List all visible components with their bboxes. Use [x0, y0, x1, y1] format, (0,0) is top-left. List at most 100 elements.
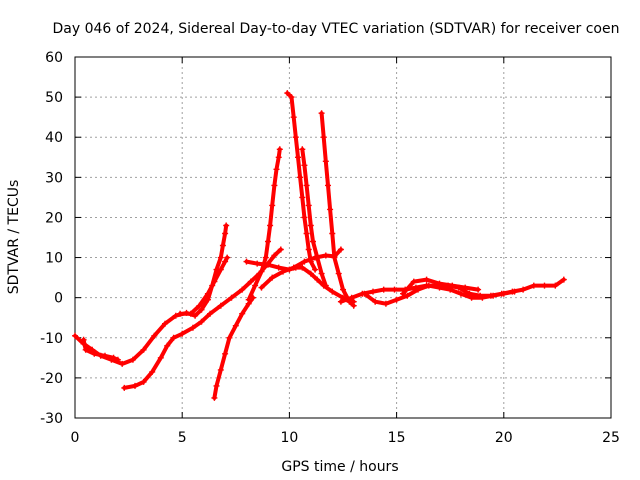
- data-point-marker: [243, 258, 250, 265]
- data-point-marker: [425, 282, 432, 289]
- data-point-marker: [224, 254, 231, 261]
- data-point-marker: [162, 320, 168, 327]
- data-point-marker: [391, 286, 398, 293]
- data-point-marker: [331, 254, 338, 261]
- data-point-marker: [284, 90, 291, 97]
- data-point-marker: [322, 158, 329, 165]
- data-point-marker: [187, 310, 194, 317]
- data-point-marker: [295, 154, 301, 161]
- data-point-marker: [198, 318, 205, 325]
- data-point-marker: [380, 286, 387, 293]
- chart-title: Day 046 of 2024, Sidereal Day-to-day VTE…: [53, 21, 620, 37]
- data-point-marker: [552, 282, 559, 289]
- data-point-marker: [350, 298, 357, 305]
- y-tick-label: 10: [45, 251, 63, 267]
- data-point-marker: [232, 322, 239, 329]
- data-point-marker: [157, 354, 164, 361]
- data-point-marker: [305, 202, 312, 209]
- y-tick-label: 60: [45, 50, 63, 66]
- series-arc-11: [318, 110, 357, 305]
- data-point-marker: [372, 298, 379, 305]
- data-point-marker: [228, 294, 235, 301]
- y-tick-label: -20: [40, 371, 63, 387]
- data-point-marker: [307, 222, 314, 229]
- data-point-marker: [457, 290, 464, 297]
- axis-ticks: 0 5 10 15 20 25 -30 -20 -10 0 10 20 30 40 50 60: [40, 50, 620, 446]
- data-point-marker: [297, 174, 304, 181]
- series-arc-14: [400, 276, 482, 297]
- data-point-marker: [520, 286, 527, 293]
- data-point-marker: [475, 286, 482, 293]
- data-point-marker: [80, 336, 87, 343]
- data-point-marker: [301, 258, 308, 265]
- data-point-marker: [217, 366, 224, 373]
- data-point-marker: [177, 310, 184, 317]
- data-point-marker: [329, 230, 336, 237]
- data-point-marker: [322, 252, 329, 259]
- data-point-marker: [301, 214, 308, 221]
- data-point-marker: [102, 352, 108, 359]
- y-tick-label: 50: [45, 90, 63, 106]
- data-point-marker: [361, 290, 368, 297]
- data-point-marker: [258, 284, 265, 291]
- data-point-marker: [222, 230, 229, 237]
- data-point-marker: [119, 360, 126, 367]
- data-point-marker: [305, 246, 312, 253]
- data-point-marker: [303, 230, 310, 237]
- data-point-marker: [530, 282, 537, 289]
- data-point-marker: [239, 286, 246, 293]
- data-point-marker: [415, 286, 421, 293]
- data-point-marker: [340, 286, 346, 293]
- data-point-marker: [275, 154, 282, 161]
- data-point-marker: [172, 312, 179, 319]
- data-point-marker: [310, 238, 316, 245]
- data-point-marker: [400, 290, 406, 297]
- y-tick-label: 30: [45, 170, 63, 186]
- data-point-marker: [277, 246, 284, 253]
- data-point-marker: [479, 294, 486, 301]
- data-point-marker: [288, 94, 295, 101]
- plot-frame: [74, 56, 612, 419]
- data-point-marker: [140, 346, 147, 353]
- data-point-marker: [265, 238, 271, 245]
- data-point-marker: [290, 114, 297, 121]
- data-point-marker: [164, 342, 171, 349]
- data-point-marker: [213, 382, 220, 389]
- data-point-marker: [447, 286, 454, 293]
- series-path: [73, 223, 229, 366]
- data-point-marker: [149, 368, 156, 375]
- data-point-marker: [320, 134, 327, 141]
- data-point-marker: [436, 280, 443, 287]
- data-point-marker: [196, 302, 203, 309]
- y-tick-label: 40: [45, 130, 63, 146]
- data-point-marker: [223, 222, 230, 229]
- x-tick-label: 0: [71, 430, 80, 446]
- data-point-marker: [541, 282, 548, 289]
- data-point-marker: [299, 146, 306, 153]
- data-point-marker: [198, 306, 205, 313]
- data-point-marker: [314, 276, 321, 283]
- y-axis-title: SDTVAR / TECUs: [6, 180, 22, 295]
- data-point-marker: [222, 350, 229, 357]
- data-point-marker: [129, 356, 136, 363]
- data-point-marker: [301, 162, 308, 169]
- series-arc-3: [121, 246, 284, 391]
- y-tick-label: 0: [54, 291, 63, 307]
- data-point-marker: [449, 282, 456, 289]
- series-arc-10: [299, 146, 329, 289]
- data-point-marker: [280, 268, 286, 275]
- data-point-marker: [299, 194, 306, 201]
- series-path: [178, 255, 230, 316]
- x-tick-label: 15: [388, 430, 406, 446]
- data-point-marker: [468, 294, 475, 301]
- data-point-marker: [239, 310, 246, 317]
- data-point-marker: [303, 182, 310, 189]
- data-point-marker: [337, 298, 344, 305]
- series-arc-8: [284, 90, 319, 273]
- data-point-marker: [226, 334, 233, 341]
- data-point-marker: [273, 166, 280, 173]
- data-point-marker: [292, 134, 299, 141]
- data-point-marker: [269, 202, 276, 209]
- series-path: [122, 247, 283, 390]
